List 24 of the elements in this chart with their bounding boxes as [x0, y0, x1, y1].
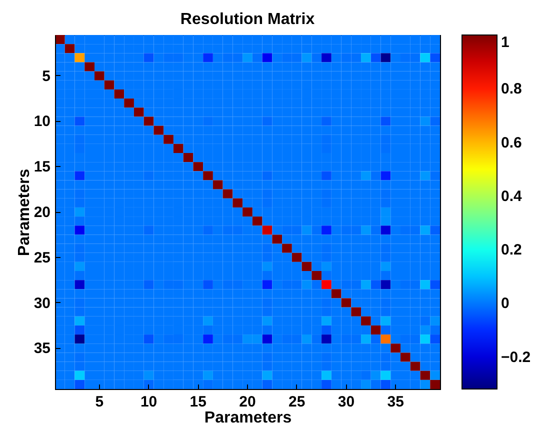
color-bar-label: −0.2: [501, 348, 531, 366]
x-tick-label: 20: [239, 394, 256, 410]
y-tick-label: 10: [34, 113, 50, 130]
chart-title: Resolution Matrix: [180, 11, 315, 28]
y-tick-label: 25: [34, 249, 50, 266]
color-bar-label: 0.8: [501, 80, 522, 98]
x-tick-label: 25: [288, 394, 306, 410]
y-tick-label: 20: [34, 204, 50, 221]
color-bar-label: 0.6: [501, 134, 522, 152]
x-tick-label: 30: [338, 394, 355, 410]
x-tick-label: 10: [140, 394, 158, 410]
color-bar-label: 0.2: [501, 242, 522, 259]
x-tick-label: 35: [387, 394, 404, 410]
x-tick-label: 15: [190, 394, 206, 410]
y-tick-label: 30: [34, 294, 50, 312]
color-bar-label: 0: [501, 295, 510, 312]
x-axis-title: Parameters: [204, 410, 292, 426]
y-tick-label: 35: [34, 340, 50, 358]
color-bar-label: 1: [501, 34, 510, 51]
x-tick-label: 5: [95, 394, 104, 410]
y-tick-label: 5: [42, 68, 50, 85]
color-bar-label: 0.4: [501, 188, 523, 205]
y-tick-label: 15: [34, 158, 50, 176]
y-axis-title: Parameters: [16, 168, 33, 256]
